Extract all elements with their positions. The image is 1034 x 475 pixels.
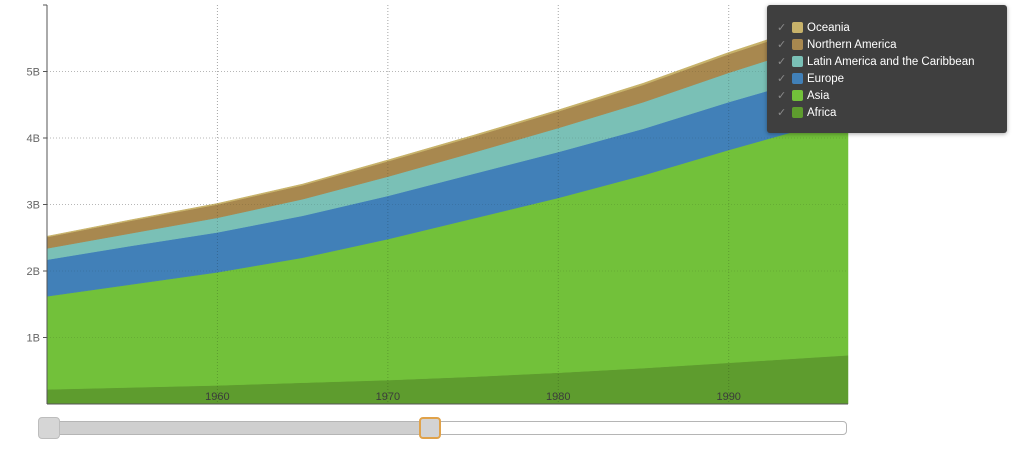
checkmark-icon: ✓: [777, 22, 787, 34]
legend-swatch: [792, 73, 803, 84]
legend-label: Africa: [807, 106, 837, 119]
legend-item-africa[interactable]: ✓ Africa: [777, 104, 836, 121]
legend-label: Latin America and the Caribbean: [807, 55, 975, 68]
y-tick-label: 5B: [27, 67, 40, 79]
y-tick-label: 2B: [27, 266, 40, 278]
checkmark-icon: ✓: [777, 56, 787, 68]
y-tick-label: 4B: [27, 133, 40, 145]
legend-swatch: [792, 107, 803, 118]
checkmark-icon: ✓: [777, 73, 787, 85]
legend-swatch: [792, 22, 803, 33]
checkmark-icon: ✓: [777, 39, 787, 51]
y-axis-ticks: 1B 2B 3B 4B 5B: [27, 67, 47, 345]
legend-item-oceania[interactable]: ✓ Oceania: [777, 19, 850, 36]
range-slider-track[interactable]: [38, 421, 847, 435]
legend-label: Asia: [807, 89, 830, 102]
legend-item-europe[interactable]: ✓ Europe: [777, 70, 844, 87]
range-slider-end-handle[interactable]: [419, 417, 442, 439]
legend-swatch: [792, 56, 803, 67]
legend-item-asia[interactable]: ✓ Asia: [777, 87, 829, 104]
legend-label: Oceania: [807, 21, 850, 34]
legend-label: Northern America: [807, 38, 897, 51]
checkmark-icon: ✓: [777, 90, 787, 102]
legend-swatch: [792, 39, 803, 50]
x-tick-label: 1970: [376, 391, 400, 403]
x-tick-label: 1960: [205, 391, 229, 403]
x-tick-label: 1990: [716, 391, 740, 403]
area-series-group: [46, 5, 849, 405]
legend: ✓ Oceania ✓ Northern America ✓ Latin America …: [767, 5, 1007, 133]
y-tick-label: 1B: [27, 333, 40, 345]
x-axis-ticks: 1960 1970 1980 1990: [205, 391, 741, 403]
range-slider-start-handle[interactable]: [38, 417, 60, 439]
x-tick-label: 1980: [546, 391, 570, 403]
legend-label: Europe: [807, 72, 845, 85]
checkmark-icon: ✓: [777, 107, 787, 119]
y-tick-label: 3B: [27, 200, 40, 212]
legend-item-northern-america[interactable]: ✓ Northern America: [777, 36, 896, 53]
legend-swatch: [792, 90, 803, 101]
range-slider-selected: [39, 422, 432, 434]
legend-item-latin-america-and-the-caribbean[interactable]: ✓ Latin America and the Caribbean: [777, 53, 975, 70]
